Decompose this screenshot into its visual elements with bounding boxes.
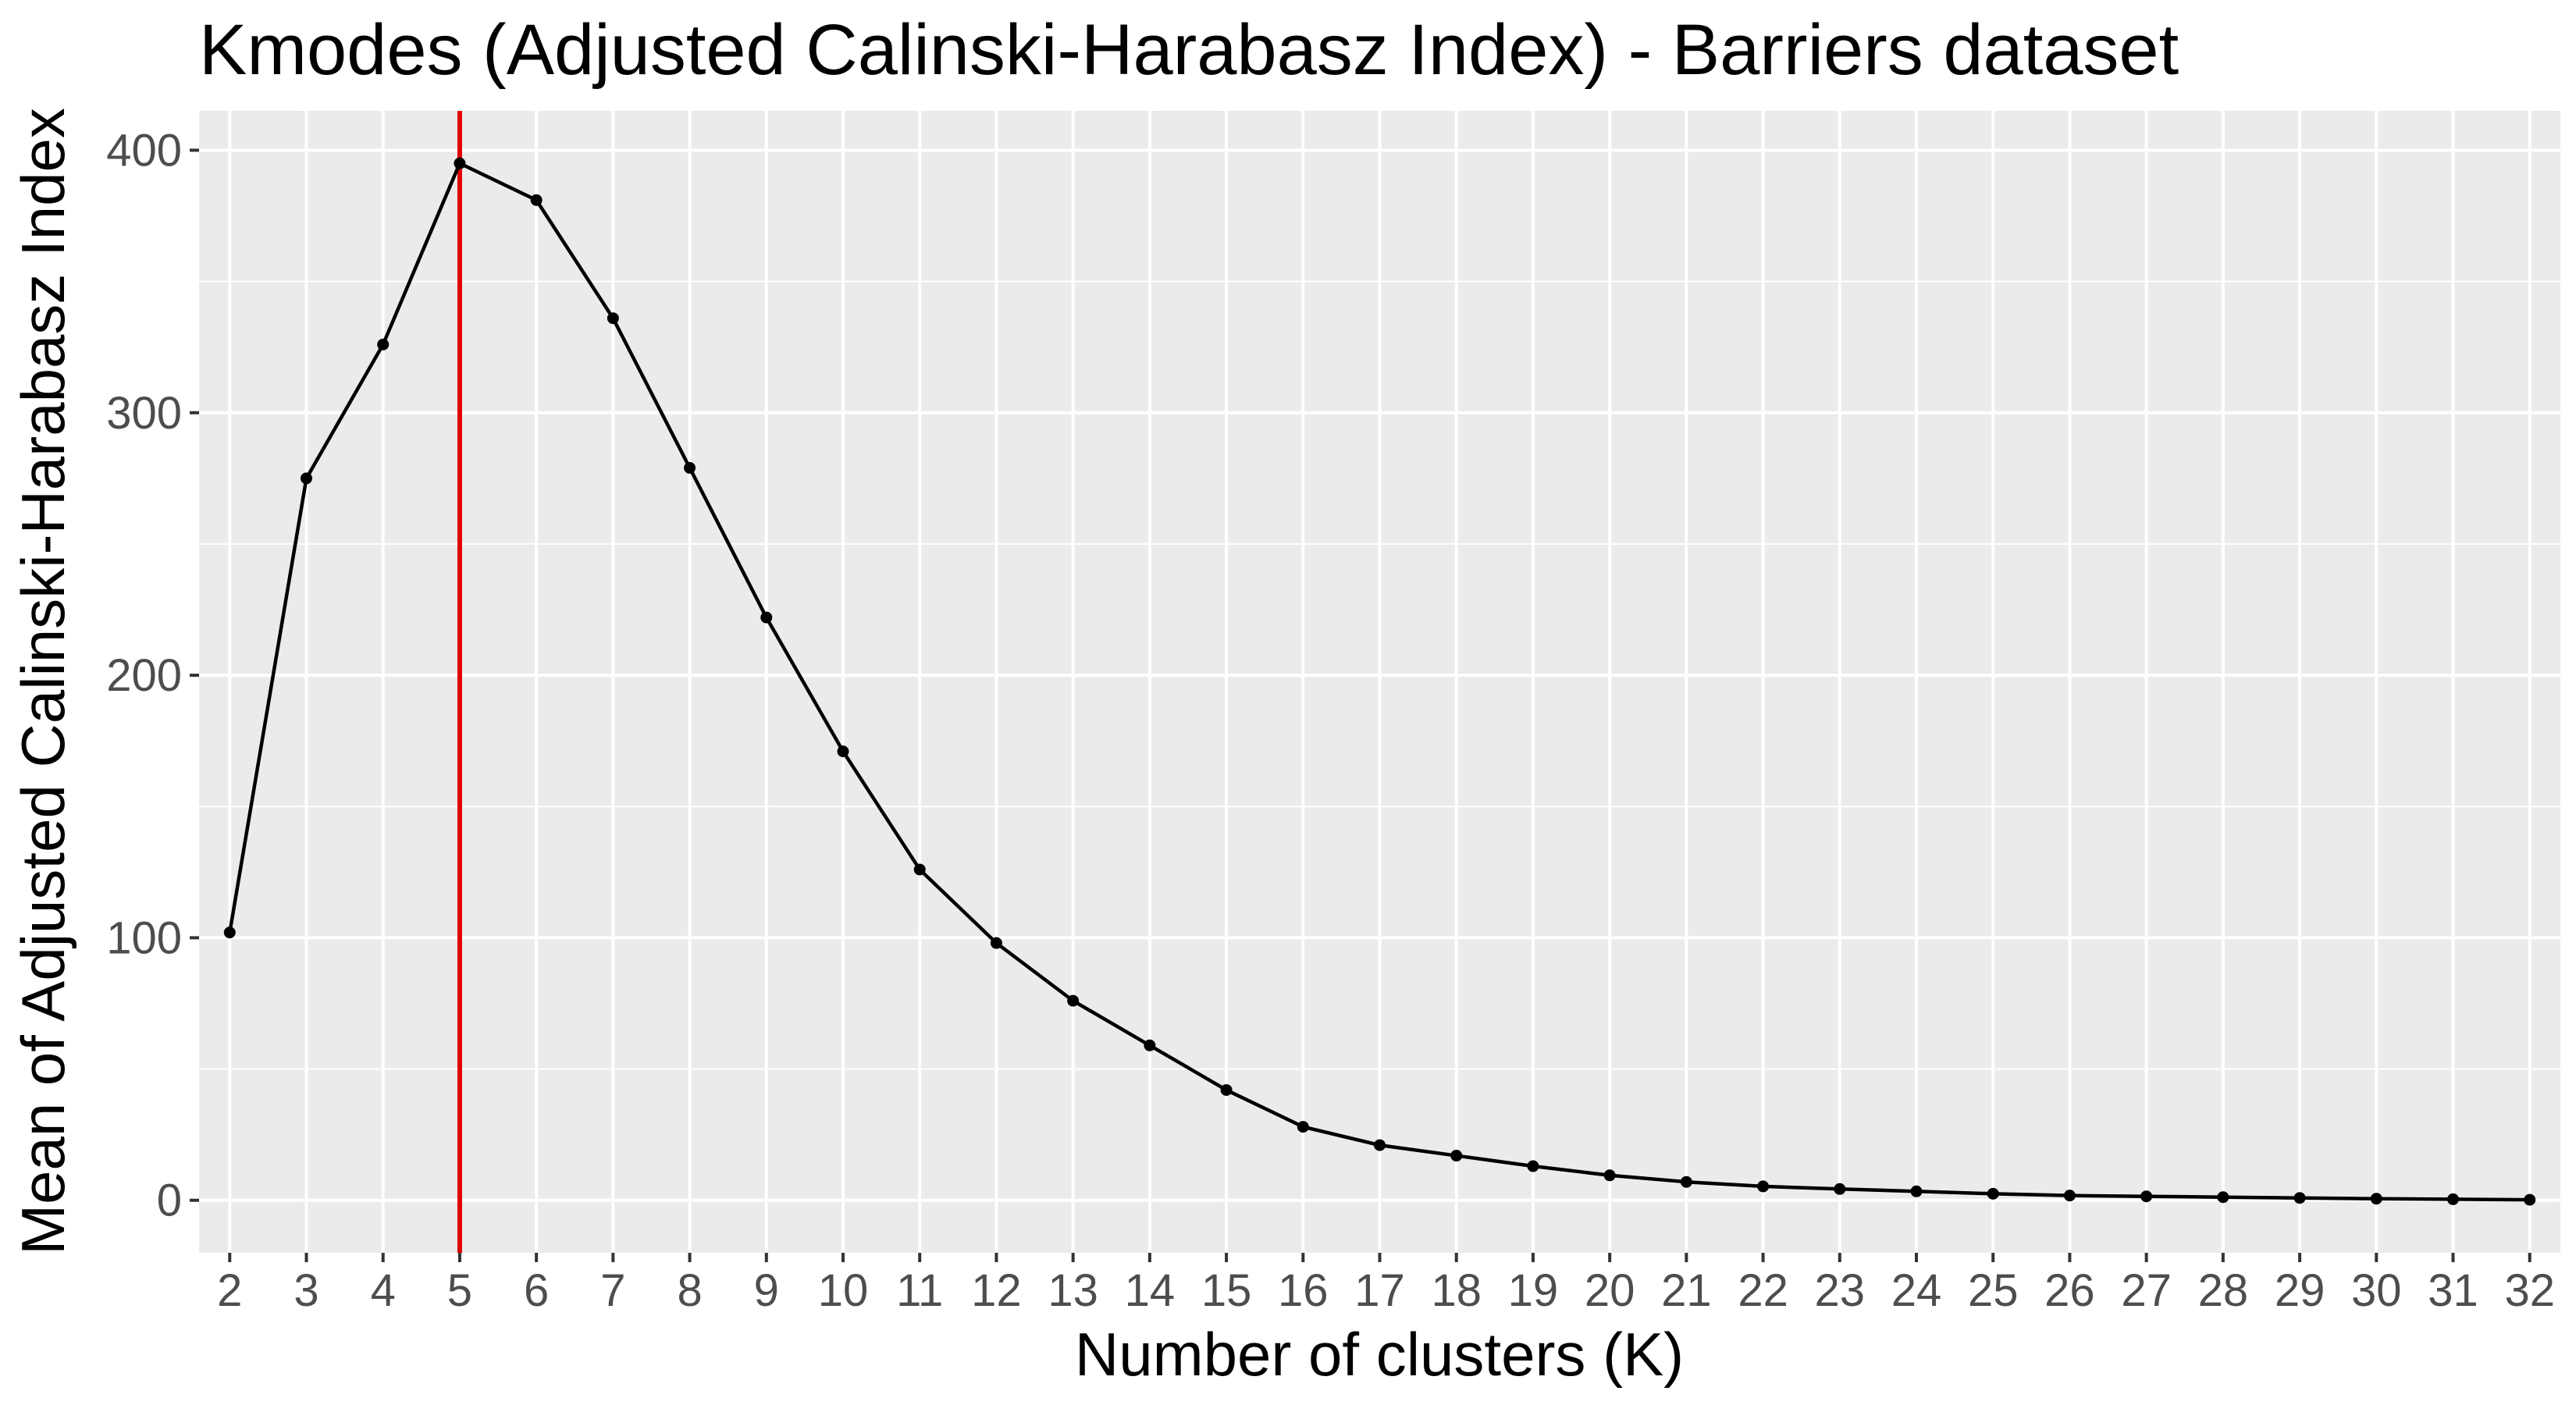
x-tick-label: 5 — [447, 1265, 472, 1316]
data-point — [1527, 1160, 1539, 1172]
data-point — [1757, 1180, 1770, 1193]
x-tick-label: 21 — [1661, 1265, 1712, 1316]
x-tick-label: 18 — [1431, 1265, 1482, 1316]
x-tick-label: 12 — [971, 1265, 1022, 1316]
y-tick-label: 0 — [157, 1176, 182, 1226]
data-point — [1603, 1169, 1616, 1182]
x-tick-label: 17 — [1354, 1265, 1405, 1316]
x-tick-label: 2 — [217, 1265, 242, 1316]
data-point — [1680, 1176, 1692, 1188]
data-point — [990, 937, 1002, 949]
x-tick-label: 11 — [896, 1265, 943, 1316]
x-tick-label: 13 — [1048, 1265, 1098, 1316]
data-point — [684, 461, 696, 474]
x-tick-label: 32 — [2504, 1265, 2555, 1316]
data-point — [2293, 1192, 2306, 1204]
x-tick-label: 15 — [1201, 1265, 1252, 1316]
x-tick-label: 3 — [294, 1265, 318, 1316]
data-point — [530, 194, 543, 206]
x-tick-label: 10 — [818, 1265, 869, 1316]
data-point — [837, 745, 849, 758]
data-point — [1987, 1187, 1999, 1200]
x-tick-label: 20 — [1585, 1265, 1635, 1316]
x-tick-label: 14 — [1125, 1265, 1176, 1316]
data-point — [1910, 1185, 1923, 1197]
x-tick-label: 30 — [2351, 1265, 2402, 1316]
data-point — [2447, 1193, 2459, 1205]
x-tick-label: 6 — [524, 1265, 549, 1316]
data-point — [377, 338, 390, 350]
data-point — [2140, 1190, 2153, 1203]
x-tick-label: 27 — [2121, 1265, 2172, 1316]
y-axis-title: Mean of Adjusted Calinski-Harabasz Index — [9, 108, 77, 1255]
data-point — [2370, 1193, 2382, 1205]
data-point — [454, 157, 466, 169]
x-axis-title: Number of clusters (K) — [1075, 1320, 1684, 1389]
data-point — [607, 312, 619, 325]
x-tick-label: 16 — [1278, 1265, 1329, 1316]
x-tick-label: 31 — [2428, 1265, 2478, 1316]
series-group — [223, 157, 2536, 1206]
x-tick-label: 7 — [600, 1265, 625, 1316]
x-tick-label: 29 — [2275, 1265, 2325, 1316]
y-tick-label: 400 — [106, 125, 182, 176]
x-tick-label: 8 — [677, 1265, 702, 1316]
data-point — [2217, 1191, 2229, 1204]
data-point — [1450, 1150, 1463, 1162]
data-point — [223, 927, 236, 939]
y-tick-label: 300 — [106, 388, 182, 439]
data-point — [1297, 1121, 1309, 1133]
chart-title: Kmodes (Adjusted Calinski-Harabasz Index… — [199, 10, 2179, 90]
data-point — [913, 863, 926, 876]
x-tick-label: 4 — [371, 1265, 396, 1316]
data-point — [2063, 1190, 2076, 1202]
data-point — [760, 611, 773, 624]
x-tick-label: 19 — [1508, 1265, 1559, 1316]
x-tick-label: 28 — [2198, 1265, 2249, 1316]
x-tick-label: 24 — [1891, 1265, 1942, 1316]
data-point — [1220, 1083, 1233, 1096]
data-point — [1374, 1139, 1386, 1151]
data-point — [2524, 1193, 2536, 1206]
x-tick-label: 23 — [1815, 1265, 1866, 1316]
y-tick-label: 200 — [106, 650, 182, 701]
x-tick-label: 25 — [1968, 1265, 2019, 1316]
data-point — [1144, 1039, 1156, 1051]
data-point — [1834, 1183, 1846, 1195]
grid — [199, 111, 2560, 1253]
data-point — [1067, 994, 1080, 1007]
x-tick-label: 22 — [1738, 1265, 1788, 1316]
x-tick-label: 26 — [2044, 1265, 2095, 1316]
y-tick-label: 100 — [106, 912, 182, 963]
data-point — [301, 472, 312, 485]
x-tick-label: 9 — [754, 1265, 779, 1316]
